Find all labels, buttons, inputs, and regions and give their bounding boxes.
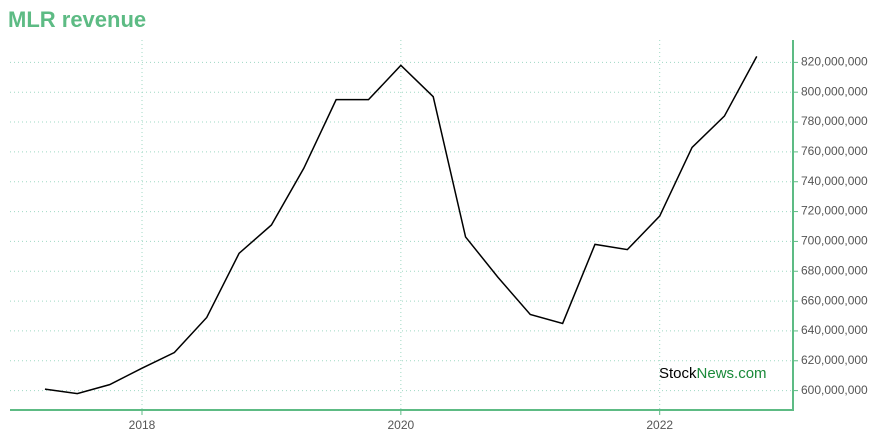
- chart-title: MLR revenue: [8, 7, 146, 32]
- y-tick-label: 600,000,000: [801, 383, 868, 397]
- y-tick-label: 700,000,000: [801, 234, 868, 248]
- y-tick-label: 740,000,000: [801, 174, 868, 188]
- x-tick-label: 2020: [388, 418, 415, 432]
- y-tick-label: 680,000,000: [801, 263, 868, 277]
- line: [44, 56, 758, 395]
- y-tick-label: 660,000,000: [801, 293, 868, 307]
- y-tick-label: 720,000,000: [801, 204, 868, 218]
- y-tick-label: 780,000,000: [801, 114, 868, 128]
- y-tick-label: 620,000,000: [801, 353, 868, 367]
- x-tick-label: 2018: [129, 418, 156, 432]
- y-tick-label: 760,000,000: [801, 144, 868, 158]
- watermark-part: News.com: [697, 365, 767, 382]
- x-tick-label: 2022: [646, 418, 673, 432]
- y-tick-label: 640,000,000: [801, 323, 868, 337]
- y-tick-label: 820,000,000: [801, 55, 868, 69]
- watermark-part: Stock: [659, 365, 697, 382]
- watermark: StockNews.com: [659, 365, 767, 382]
- y-tick-label: 800,000,000: [801, 84, 868, 98]
